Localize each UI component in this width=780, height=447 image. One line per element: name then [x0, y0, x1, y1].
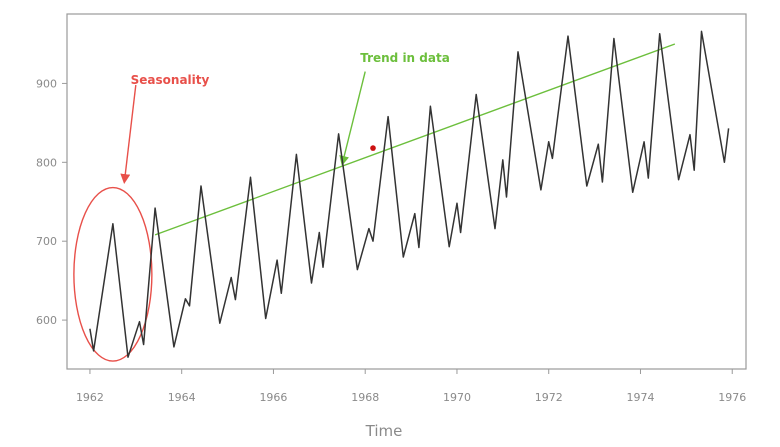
x-tick-label: 1964: [168, 391, 196, 404]
y-tick-label: 700: [36, 235, 57, 248]
annotations: Seasonality Trend in data: [73, 43, 676, 362]
y-axis: 600 700 800 900: [36, 77, 67, 327]
series-group: [89, 30, 730, 358]
x-tick-label: 1974: [626, 391, 654, 404]
y-tick-label: 900: [36, 77, 57, 90]
seasonality-label: Seasonality: [131, 73, 210, 87]
red-dot-marker: [370, 145, 376, 151]
x-tick-label: 1962: [76, 391, 104, 404]
x-tick-label: 1968: [351, 391, 379, 404]
seasonality-circle: [73, 186, 153, 362]
seasonality-arrow: [120, 84, 137, 185]
x-tick-label: 1966: [259, 391, 287, 404]
trend-label: Trend in data: [360, 51, 450, 65]
y-tick-label: 600: [36, 314, 57, 327]
x-axis: 1962 1964 1966 1968 1970 1972 1974 1976: [76, 369, 746, 404]
trend-line: [154, 43, 676, 236]
x-tick-label: 1970: [443, 391, 471, 404]
x-axis-title: Time: [365, 422, 403, 440]
y-tick-label: 800: [36, 156, 57, 169]
x-tick-label: 1976: [718, 391, 746, 404]
x-tick-label: 1972: [535, 391, 563, 404]
trend-arrow: [339, 71, 366, 166]
plot-frame: [66, 13, 747, 370]
series-line: [89, 30, 730, 358]
